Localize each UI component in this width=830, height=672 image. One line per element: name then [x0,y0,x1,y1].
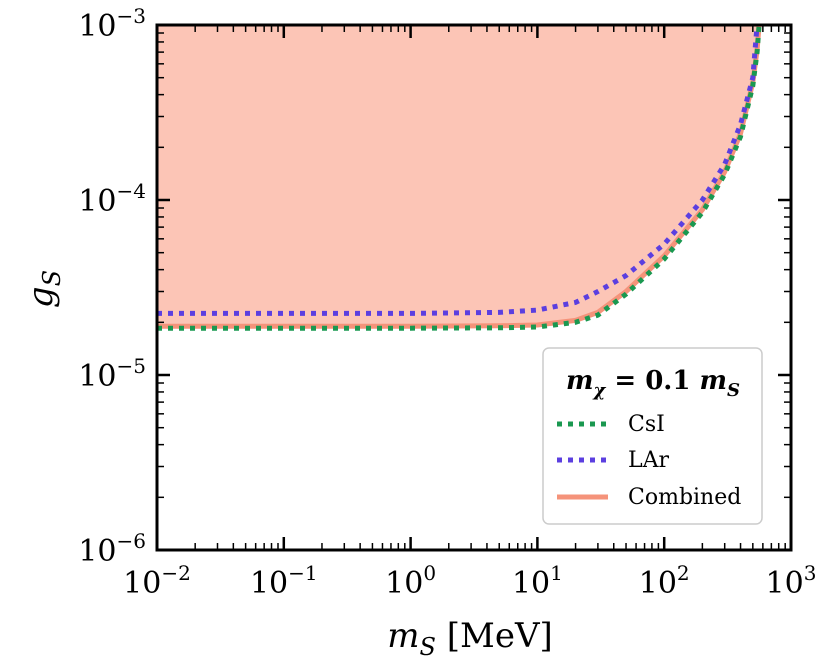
y-tick-label: 10−6 [78,529,146,569]
plot-frame [155,23,793,552]
y-axis-label: gS [21,270,66,308]
x-tick-label: 10−2 [123,561,191,601]
x-axis-label: mS [MeV] [387,616,553,661]
legend-title: mχ = 0.1 mS [566,366,740,401]
x-tick-label: 10−1 [250,561,318,601]
legend-box [542,347,763,525]
excluded-region-fill [157,25,760,327]
x-tick-label: 100 [385,561,436,601]
x-tick-label: 103 [766,561,817,601]
x-tick-labels: 10−2 10−1 100 101 102 103 [123,561,816,601]
y-tick-label: 10−4 [78,179,146,219]
y-tick-label: 10−5 [78,354,146,394]
series-line-csi [157,24,762,331]
series-layer [157,24,762,331]
legend-label-combined: Combined [628,485,741,510]
y-tick-labels: 10−6 10−5 10−4 10−3 [78,4,146,569]
legend-label-lar: LAr [628,448,669,473]
x-tick-label: 101 [512,561,563,601]
x-tick-label: 102 [639,561,690,601]
y-tick-label: 10−3 [78,4,146,44]
tick-marks [155,23,793,552]
legend-label-csi: CsI [628,412,665,437]
axes-frame [155,23,793,552]
excluded-region-area [157,25,760,327]
series-line-lar [157,24,760,316]
legend: mχ = 0.1 mS CsI LAr Combined [542,347,763,525]
